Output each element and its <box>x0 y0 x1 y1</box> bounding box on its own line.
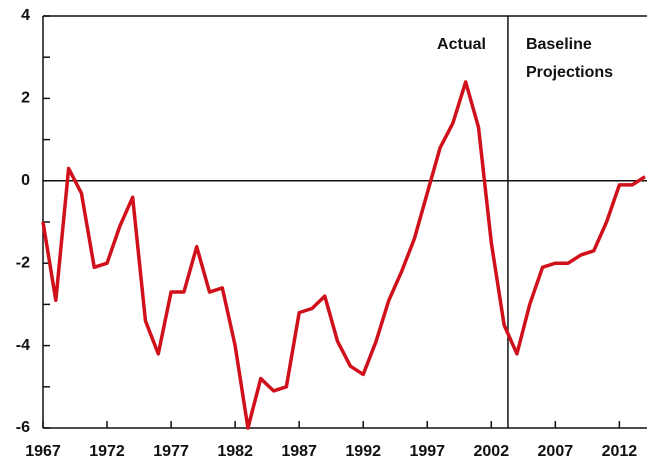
x-tick-label: 2007 <box>538 443 574 460</box>
y-tick-label: -6 <box>16 419 30 436</box>
x-tick-label: 1982 <box>217 443 253 460</box>
x-tick-label: 2012 <box>602 443 638 460</box>
x-tick-label: 1987 <box>281 443 317 460</box>
data-line <box>41 80 646 430</box>
x-tick-label: 1967 <box>25 443 61 460</box>
annotation: Baseline <box>526 36 592 53</box>
x-tick-label: 2002 <box>474 443 510 460</box>
x-tick-label: 1972 <box>89 443 125 460</box>
x-tick-label: 1992 <box>345 443 381 460</box>
y-tick-label: 4 <box>21 7 30 24</box>
y-tick-label: 2 <box>21 90 30 107</box>
y-tick-label: -2 <box>16 254 30 271</box>
annotation: Projections <box>526 64 613 81</box>
x-tick-label: 1997 <box>409 443 445 460</box>
x-tick-label: 1977 <box>153 443 189 460</box>
y-tick-label: 0 <box>21 172 30 189</box>
y-tick-label: -4 <box>16 337 30 354</box>
annotation: Actual <box>437 36 486 53</box>
